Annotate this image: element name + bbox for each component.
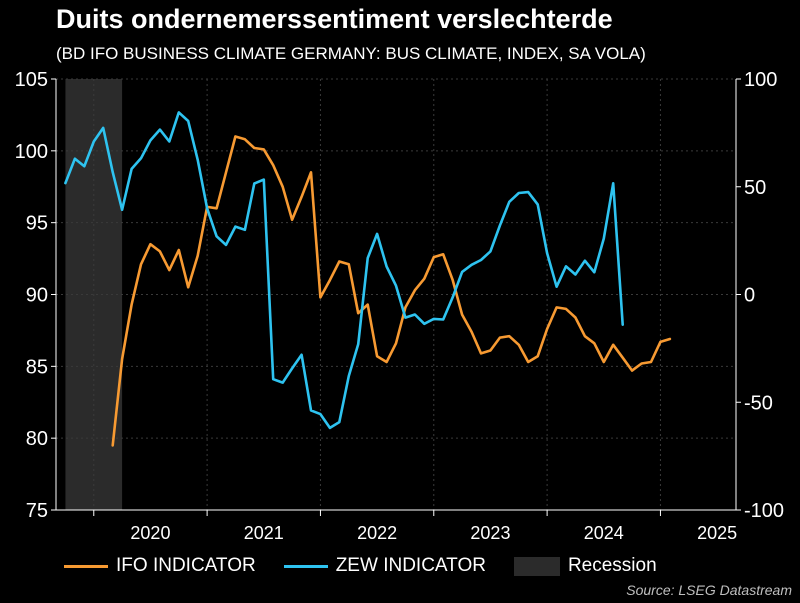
legend-item-zew: ZEW INDICATOR	[283, 555, 486, 577]
right-tick-label-0: 0	[744, 285, 755, 307]
x-tick-label-2023: 2023	[470, 523, 510, 543]
series-line-zew	[64, 111, 624, 430]
right-tick-label--100: -100	[744, 500, 784, 522]
left-tick-label-80: 80	[26, 428, 48, 450]
left-tick-label-105: 105	[15, 69, 48, 91]
x-tick-label-2024: 2024	[584, 523, 624, 543]
legend-label-zew: ZEW INDICATOR	[335, 555, 486, 576]
series-line-ifo	[111, 135, 672, 447]
right-tick-label-50: 50	[744, 177, 766, 199]
chart-title: Duits ondernemerssentiment verslechterde	[56, 4, 613, 34]
legend-swatch-recession	[513, 556, 560, 576]
x-tick-label-2025: 2025	[697, 523, 737, 543]
source-note: Source: LSEG Datastream	[626, 582, 792, 598]
left-tick-label-100: 100	[15, 141, 48, 163]
x-tick-label-2020: 2020	[130, 523, 170, 543]
legend-label-recession: Recession	[567, 555, 657, 576]
x-tick-label-2021: 2021	[244, 523, 284, 543]
legend-swatch-ifo	[64, 564, 108, 568]
legend-item-recession: Recession	[513, 555, 657, 577]
legend-label-ifo: IFO INDICATOR	[116, 555, 256, 576]
right-tick-label-100: 100	[744, 69, 777, 91]
left-tick-label-75: 75	[26, 500, 48, 522]
chart-subtitle: (BD IFO BUSINESS CLIMATE GERMANY: BUS CL…	[56, 44, 646, 63]
legend: IFO INDICATOR ZEW INDICATOR Recession	[64, 555, 685, 577]
x-tick-label-2022: 2022	[357, 523, 397, 543]
left-tick-label-90: 90	[26, 285, 48, 307]
left-tick-label-95: 95	[26, 213, 48, 235]
legend-item-ifo: IFO INDICATOR	[64, 555, 256, 577]
left-tick-label-85: 85	[26, 356, 48, 378]
right-tick-label--50: -50	[744, 392, 773, 414]
legend-swatch-zew	[283, 564, 328, 568]
